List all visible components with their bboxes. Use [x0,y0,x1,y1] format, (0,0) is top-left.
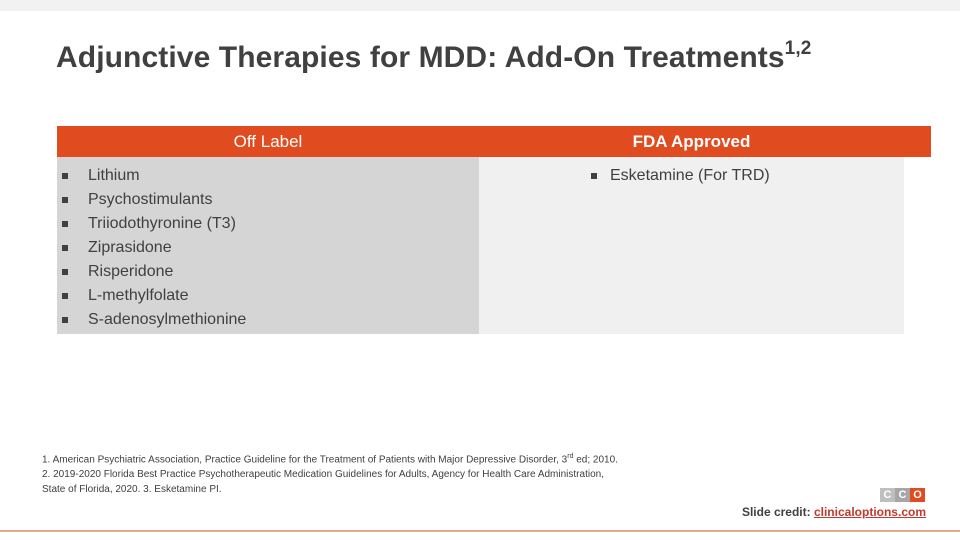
top-band [0,0,960,11]
logo-letter: C [895,488,910,502]
item-label: Ziprasidone [88,239,172,256]
credit-link[interactable]: clinicaloptions.com [813,505,926,519]
fda-approved-list: Esketamine (For TRD) [479,157,904,188]
item-label: Lithium [88,167,140,184]
reference-line: 2. 2019-2020 Florida Best Practice Psych… [42,469,604,481]
references: 1. American Psychiatric Association, Pra… [42,449,702,497]
square-bullet-icon [62,317,68,323]
list-item: Lithium [57,164,479,188]
credit-label: Slide credit: [741,505,811,519]
list-item: Triiodothyronine (T3) [57,212,479,236]
item-label: Risperidone [88,263,174,280]
list-item: S-adenosylmethionine [57,308,479,332]
title-superscript: 1,2 [784,38,812,59]
page-title: Adjunctive Therapies for MDD: Add-On Tre… [56,38,812,75]
square-bullet-icon [591,173,597,179]
list-item: L-methylfolate [57,284,479,308]
off-label-header: Off Label [57,126,479,157]
cco-logo: C C O [880,488,926,502]
off-label-list: Lithium Psychostimulants Triiodothyronin… [57,157,479,332]
title-text: Adjunctive Therapies for MDD: Add-On Tre… [56,41,785,74]
square-bullet-icon [62,197,68,203]
square-bullet-icon [62,269,68,275]
item-label: Esketamine (For TRD) [610,167,770,184]
comparison-table: FDA Approved Off Label Lithium Psychosti… [57,126,931,334]
reference-superscript: rd [567,453,574,460]
square-bullet-icon [62,173,68,179]
logo-letter: O [910,488,925,502]
off-label-column: Off Label Lithium Psychostimulants Triio… [57,126,479,334]
list-item: Ziprasidone [57,236,479,260]
fda-approved-column: Esketamine (For TRD) [479,126,904,334]
item-label: Psychostimulants [88,191,213,208]
item-label: S-adenosylmethionine [88,311,247,328]
item-label: Triiodothyronine (T3) [88,215,236,232]
bottom-divider [0,530,960,532]
logo-letter: C [880,488,895,502]
reference-text: ed; 2010. [573,454,618,466]
list-item: Psychostimulants [57,188,479,212]
slide-credit: Slide credit: clinicaloptions.com [742,505,926,519]
fda-approved-header: FDA Approved [632,131,751,151]
list-item: Risperidone [57,260,479,284]
square-bullet-icon [62,245,68,251]
reference-text: 1. American Psychiatric Association, Pra… [42,454,568,466]
header-bar [479,126,931,157]
square-bullet-icon [62,293,68,299]
item-label: L-methylfolate [88,287,189,304]
reference-line: State of Florida, 2020. 3. Esketamine PI… [42,484,222,496]
square-bullet-icon [62,221,68,227]
reference-line: 1. American Psychiatric Association, Pra… [42,449,702,467]
list-item: Esketamine (For TRD) [479,164,904,188]
